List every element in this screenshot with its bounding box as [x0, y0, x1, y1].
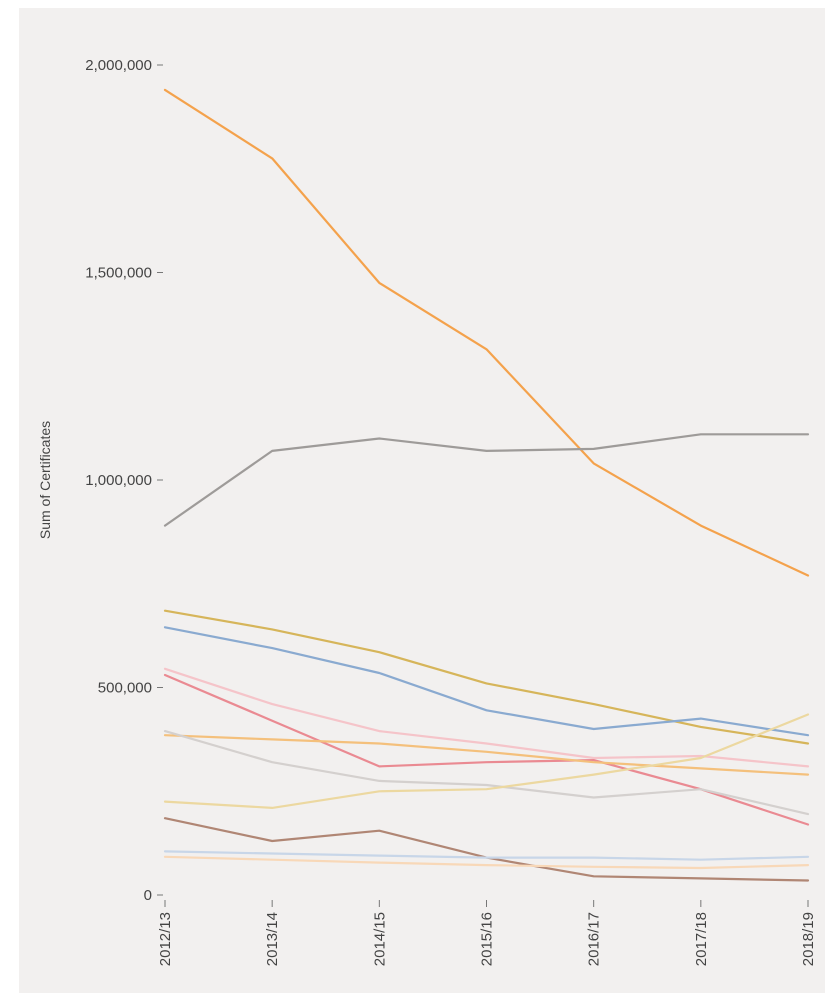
y-tick-label: 1,500,000: [85, 265, 152, 282]
y-tick-label: 0: [144, 887, 152, 904]
x-axis: 2012/13 2013/14 2014/15 2015/16 2016/17 2017/…: [157, 900, 817, 966]
x-tick-label: 2013/14: [264, 912, 281, 966]
x-tick-label: 2018/19: [800, 912, 817, 966]
series-line-2: [165, 434, 808, 525]
series-line-4: [165, 627, 808, 735]
y-tick-label: 2,000,000: [85, 57, 152, 74]
x-tick-label: 2014/15: [371, 912, 388, 966]
y-tick-label: 1,000,000: [85, 472, 152, 489]
x-tick-label: 2017/18: [693, 912, 710, 966]
series-line-6: [165, 675, 808, 825]
series-line-7: [165, 735, 808, 774]
series-line-3: [165, 611, 808, 744]
y-axis-label: Sum of Certificates: [37, 421, 53, 539]
x-tick-label: 2016/17: [586, 912, 603, 966]
y-axis: 0 500,000 1,000,000 1,500,000 2,000,000: [85, 57, 163, 904]
series-line-10: [165, 818, 808, 880]
series-lines: [165, 90, 808, 881]
series-line-1: [165, 90, 808, 576]
y-tick-label: 500,000: [98, 680, 152, 697]
x-tick-label: 2015/16: [479, 912, 496, 966]
x-tick-label: 2012/13: [157, 912, 174, 966]
